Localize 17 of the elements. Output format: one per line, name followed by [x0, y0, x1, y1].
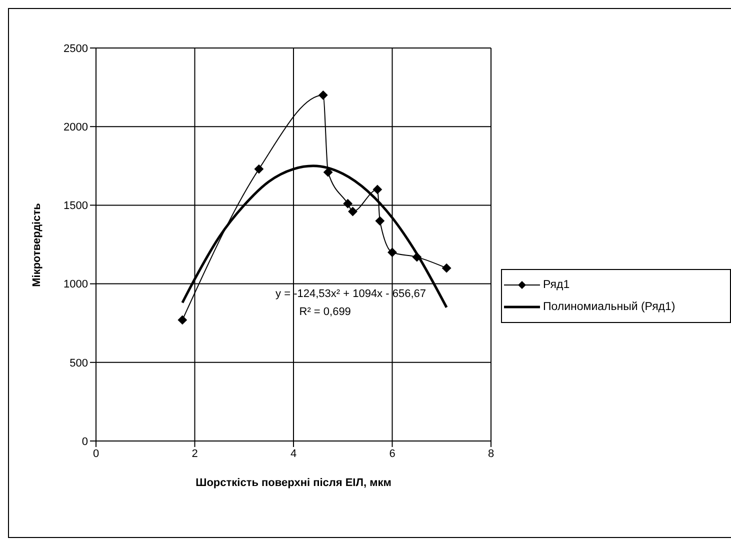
y-tick-label: 0 — [82, 436, 88, 448]
y-tick-label: 1000 — [64, 278, 88, 291]
x-tick-label: 4 — [290, 448, 297, 460]
x-axis-title: Шорсткість поверхні після ЕІЛ, мкм — [194, 477, 392, 489]
y-tick-label: 2000 — [64, 122, 88, 134]
y-tick-label: 1500 — [64, 200, 88, 212]
x-tick-label: 2 — [192, 448, 198, 460]
legend-label: Ряд1 — [543, 279, 570, 291]
x-tick-label: 6 — [389, 448, 396, 460]
y-axis-title: Мікротвердість — [31, 202, 43, 286]
x-tick-label: 0 — [92, 448, 100, 460]
annotation: y = -124,53x² + 1094x - 656,67 — [276, 288, 426, 300]
y-tick-label: 500 — [70, 357, 88, 370]
legend-label: Полиномиальный (Ряд1) — [543, 301, 676, 313]
annotation: R² = 0,699 — [299, 306, 351, 318]
y-tick-label: 2500 — [64, 42, 88, 55]
x-tick-label: 8 — [488, 448, 494, 460]
